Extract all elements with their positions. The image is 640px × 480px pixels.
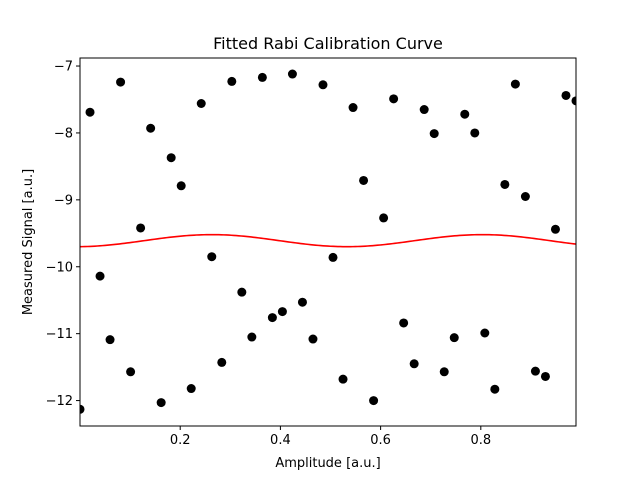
- data-point: [277, 307, 287, 317]
- chart-title: Fitted Rabi Calibration Curve: [213, 34, 443, 53]
- data-point: [369, 396, 379, 406]
- data-point: [105, 335, 115, 345]
- fit-curve: [80, 233, 576, 248]
- data-point: [470, 128, 480, 138]
- data-point: [571, 96, 576, 106]
- data-point: [540, 371, 550, 381]
- x-axis-label: Amplitude [a.u.]: [275, 456, 380, 471]
- y-tick-label: −11: [46, 327, 73, 342]
- data-point: [166, 153, 176, 163]
- data-point: [287, 69, 297, 79]
- data-point: [257, 72, 267, 82]
- data-point: [308, 334, 318, 344]
- data-point: [490, 384, 500, 394]
- x-axis: 0.2 0.4 0.6 0.8: [170, 426, 491, 448]
- data-point: [520, 192, 530, 202]
- y-tick-label: −12: [46, 394, 73, 409]
- x-tick-label: 0.6: [370, 433, 391, 448]
- y-tick-label: −8: [54, 126, 73, 141]
- data-point: [359, 175, 369, 185]
- x-tick-label: 0.8: [470, 433, 491, 448]
- data-point: [409, 359, 419, 369]
- data-point: [95, 271, 105, 281]
- plot-area: [80, 69, 576, 414]
- x-tick-label: 0.4: [270, 433, 291, 448]
- data-point: [389, 94, 399, 104]
- data-point: [500, 179, 510, 189]
- data-point: [227, 76, 237, 86]
- data-point: [186, 384, 196, 394]
- data-point: [297, 297, 307, 307]
- y-tick-label: −9: [54, 193, 73, 208]
- data-point: [116, 77, 126, 87]
- data-point: [480, 328, 490, 338]
- data-point: [419, 105, 429, 115]
- y-axis-label: Measured Signal [a.u.]: [21, 169, 36, 315]
- data-point: [176, 181, 186, 191]
- data-point: [237, 287, 247, 297]
- y-axis: −12 −11 −10 −9 −8 −7: [46, 60, 80, 409]
- data-point: [207, 252, 217, 262]
- data-point: [379, 213, 389, 223]
- data-point: [460, 109, 470, 119]
- data-point: [80, 404, 85, 414]
- x-tick-label: 0.2: [170, 433, 191, 448]
- y-tick-label: −7: [54, 60, 73, 75]
- plot-clip-group: [80, 69, 576, 414]
- plot-frame: [79, 57, 577, 427]
- data-point: [156, 398, 166, 408]
- data-point: [338, 374, 348, 384]
- data-point: [217, 357, 227, 367]
- data-point: [348, 103, 358, 113]
- data-point: [318, 80, 328, 90]
- data-point: [85, 107, 95, 117]
- data-point: [126, 367, 136, 377]
- data-point: [510, 79, 520, 89]
- data-point: [429, 129, 439, 139]
- data-point: [247, 332, 257, 342]
- data-point: [550, 224, 560, 234]
- data-point: [328, 252, 338, 262]
- data-point: [267, 313, 277, 323]
- data-point: [136, 223, 146, 233]
- data-point: [561, 90, 571, 100]
- data-point: [399, 318, 409, 328]
- data-point: [146, 123, 156, 133]
- data-point: [530, 366, 540, 376]
- data-point: [449, 333, 459, 343]
- data-point: [196, 98, 206, 108]
- data-point: [439, 367, 449, 377]
- y-tick-label: −10: [46, 260, 73, 275]
